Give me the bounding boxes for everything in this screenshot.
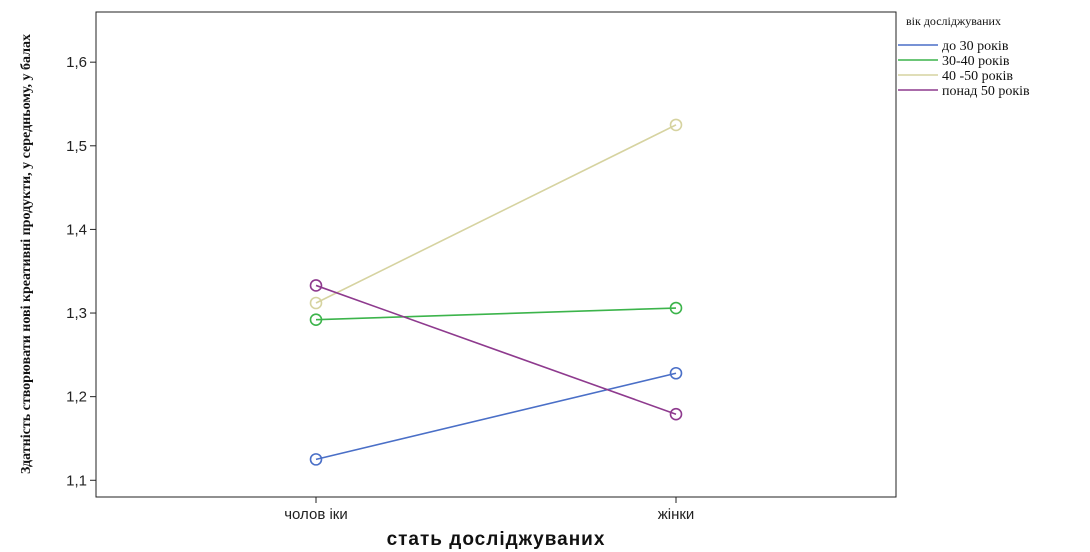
x-tick-label: жінки: [658, 506, 695, 523]
series-0: [309, 366, 683, 466]
x-axis-title: стать досліджуваних: [387, 529, 606, 550]
data-point: [309, 279, 323, 292]
data-point: [309, 453, 323, 466]
y-tick-label: 1,6: [66, 54, 87, 71]
legend-label: 40 -50 років: [942, 69, 1013, 84]
legend-label: до 30 років: [942, 39, 1009, 54]
data-point: [309, 313, 323, 327]
data-point: [669, 366, 683, 380]
y-axis: 1,1 1,2 1,3 1,4 1,5 1,6: [66, 54, 96, 489]
series-3: [309, 279, 683, 421]
legend-label: 30-40 років: [942, 54, 1010, 69]
series-line: [315, 284, 677, 415]
series-line: [315, 372, 677, 461]
y-tick-label: 1,1: [66, 472, 87, 489]
data-point: [669, 407, 683, 421]
y-tick-label: 1,5: [66, 138, 87, 155]
y-tick-label: 1,3: [66, 305, 87, 322]
legend-title: вік досліджуваних: [906, 14, 1001, 28]
data-point: [309, 296, 323, 310]
x-axis: чолов іки жінки: [284, 497, 694, 523]
series-1: [309, 301, 683, 327]
legend-label: понад 50 років: [942, 84, 1030, 99]
data-point: [669, 301, 683, 315]
series-2: [309, 118, 683, 310]
series-line: [315, 307, 677, 321]
y-tick-label: 1,2: [66, 389, 87, 406]
series-line: [315, 124, 677, 304]
x-tick-label: чолов іки: [284, 506, 348, 523]
y-tick-label: 1,4: [66, 221, 87, 238]
data-point: [669, 118, 683, 132]
series-layer: [309, 118, 683, 466]
y-axis-title: Здатність створювати нові креативні прод…: [19, 34, 34, 474]
plot-area: [95, 11, 897, 498]
